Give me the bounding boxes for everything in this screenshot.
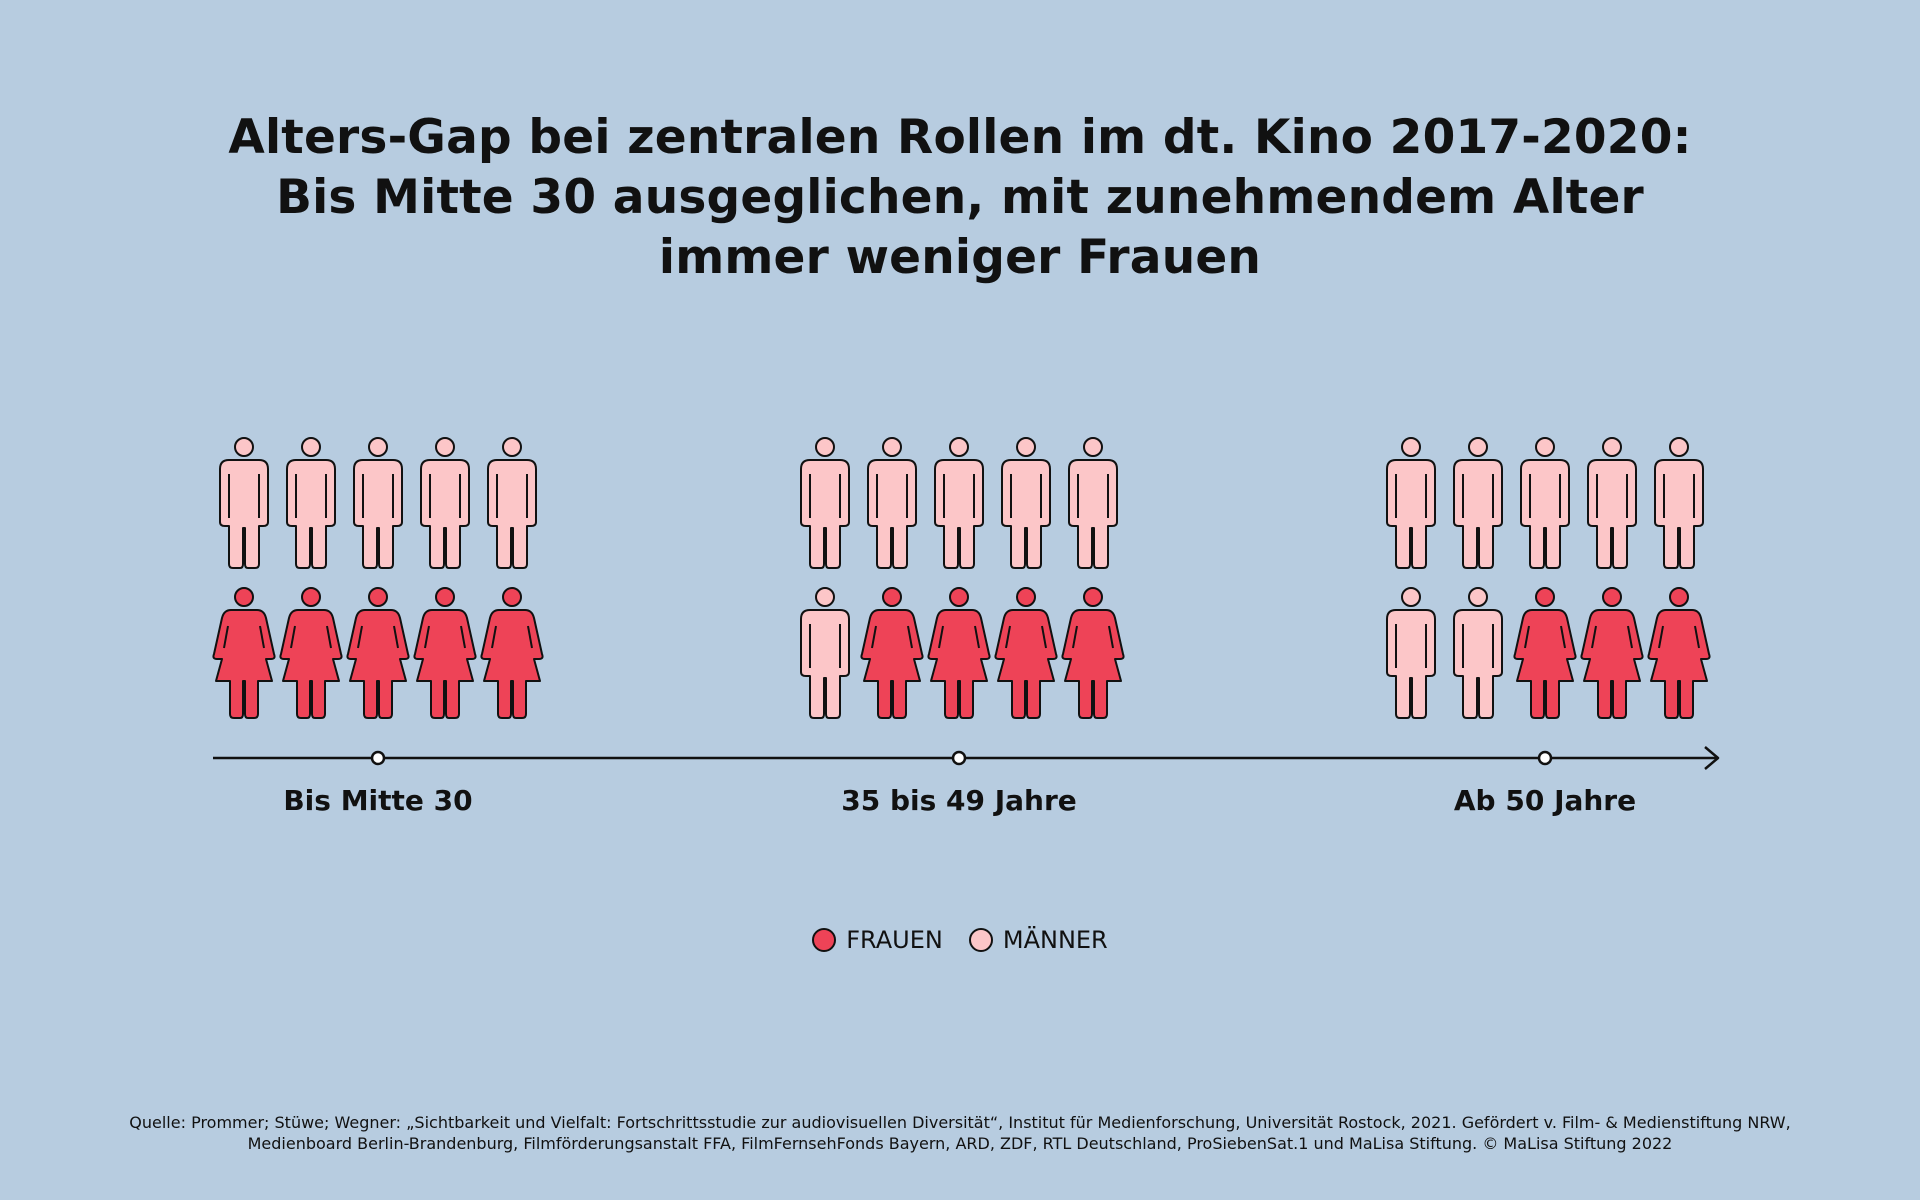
male-icon — [1587, 437, 1637, 569]
axis-tick-label: Bis Mitte 30 — [283, 784, 472, 817]
title-line-2: Bis Mitte 30 ausgeglichen, mit zunehmend… — [276, 170, 1644, 225]
title-line-1: Alters-Gap bei zentralen Rollen im dt. K… — [228, 110, 1692, 165]
female-icon — [1061, 587, 1125, 719]
female-icon — [994, 587, 1058, 719]
male-icon — [286, 437, 336, 569]
axis-tick-marker — [951, 750, 967, 766]
axis-tick-marker — [370, 750, 386, 766]
male-icon — [353, 437, 403, 569]
chart-title: Alters-Gap bei zentralen Rollen im dt. K… — [0, 108, 1920, 288]
male-icon — [420, 437, 470, 569]
legend-item-frauen: FRAUEN — [812, 926, 943, 954]
legend-label-frauen: FRAUEN — [846, 926, 943, 954]
male-icon — [1520, 437, 1570, 569]
legend-swatch-maenner — [968, 928, 993, 952]
female-icon — [346, 587, 410, 719]
title-line-3: immer weniger Frauen — [658, 230, 1262, 285]
axis-tick-label: Ab 50 Jahre — [1454, 784, 1636, 817]
male-icon — [800, 587, 850, 719]
female-icon — [1513, 587, 1577, 719]
male-icon — [1453, 437, 1503, 569]
axis-arrow-icon — [1704, 746, 1720, 770]
male-icon — [1386, 437, 1436, 569]
male-icon — [1068, 437, 1118, 569]
source-line-2: Medienboard Berlin-Brandenburg, Filmförd… — [247, 1134, 1673, 1153]
female-icon — [860, 587, 924, 719]
axis-tick-label: 35 bis 49 Jahre — [841, 784, 1077, 817]
male-icon — [934, 437, 984, 569]
female-icon — [1580, 587, 1644, 719]
legend: FRAUEN MÄNNER — [0, 926, 1920, 954]
legend-swatch-frauen — [812, 928, 837, 952]
female-icon — [413, 587, 477, 719]
male-icon — [800, 437, 850, 569]
male-icon — [1654, 437, 1704, 569]
source-note: Quelle: Prommer; Stüwe; Wegner: „Sichtba… — [60, 1112, 1860, 1154]
source-line-1: Quelle: Prommer; Stüwe; Wegner: „Sichtba… — [129, 1113, 1791, 1132]
axis-tick-marker — [1537, 750, 1553, 766]
female-icon — [1647, 587, 1711, 719]
male-icon — [1386, 587, 1436, 719]
male-icon — [219, 437, 269, 569]
legend-label-maenner: MÄNNER — [1002, 926, 1108, 954]
female-icon — [480, 587, 544, 719]
male-icon — [1453, 587, 1503, 719]
male-icon — [487, 437, 537, 569]
female-icon — [212, 587, 276, 719]
male-icon — [1001, 437, 1051, 569]
legend-item-maenner: MÄNNER — [968, 926, 1108, 954]
female-icon — [279, 587, 343, 719]
male-icon — [867, 437, 917, 569]
female-icon — [927, 587, 991, 719]
